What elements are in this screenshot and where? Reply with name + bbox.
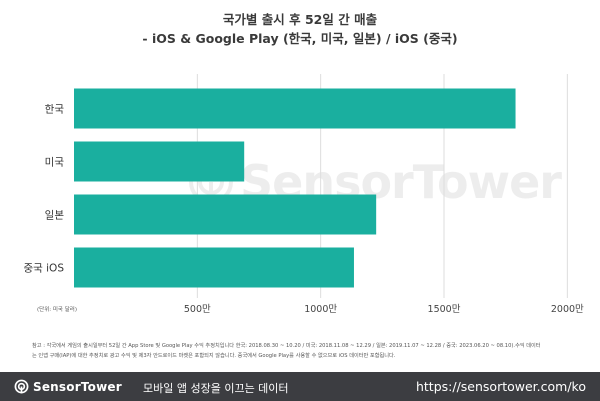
- footnote-line2: 는 인앱 구매(IAP)에 대한 추정치로 광고 수익 및 제3자 안드로이드 …: [32, 353, 396, 359]
- chart-title-line1: 국가별 출시 후 52일 간 매출: [222, 12, 378, 27]
- chart-title: 국가별 출시 후 52일 간 매출 - iOS & Google Play (한…: [0, 10, 600, 48]
- x-tick-label: 1500만: [428, 304, 461, 315]
- y-category-label: 미국: [45, 157, 65, 169]
- bar: [74, 247, 354, 288]
- bar: [74, 141, 245, 182]
- unit-label: (단위: 미국 달러): [37, 305, 77, 313]
- chart-title-line2: - iOS & Google Play (한국, 미국, 일본) / iOS (…: [142, 31, 458, 46]
- footer-tagline: 모바일 앱 성장을 이끄는 데이터: [143, 382, 289, 395]
- y-category-label: 한국: [45, 104, 65, 116]
- footer-url-link[interactable]: https://sensortower.com/ko: [415, 379, 586, 394]
- x-tick-label: 1000만: [304, 304, 337, 315]
- footnote: 참고 : 각국에서 게임의 출시일부터 52일 간 App Store 및 Go…: [32, 341, 580, 361]
- sensortower-logo-icon: [14, 379, 29, 394]
- x-tick-label: 2000만: [551, 304, 584, 315]
- footer-brand-text: SensorTower: [33, 379, 122, 394]
- y-category-label: 일본: [45, 209, 65, 222]
- y-category-label: 중국 iOS: [23, 263, 64, 275]
- footer-bar: SensorTower 모바일 앱 성장을 이끄는 데이터 https://se…: [0, 372, 600, 401]
- x-tick-label: 500만: [184, 304, 211, 315]
- footer-brand[interactable]: SensorTower: [14, 378, 122, 395]
- bar: [74, 88, 516, 129]
- bar: [74, 194, 377, 235]
- footnote-line1: 참고 : 각국에서 게임의 출시일부터 52일 간 App Store 및 Go…: [32, 343, 541, 349]
